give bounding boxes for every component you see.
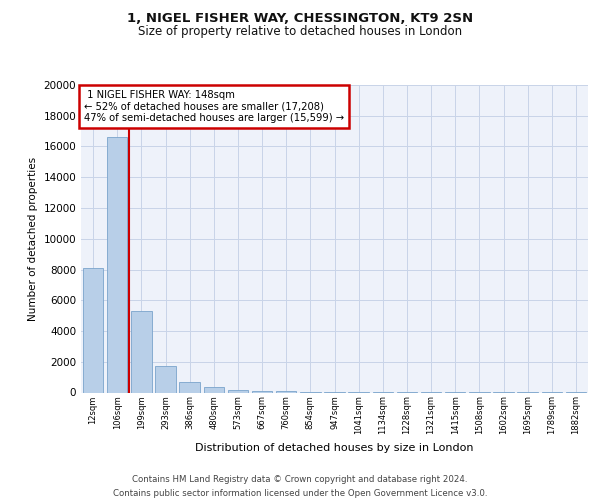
Text: 1, NIGEL FISHER WAY, CHESSINGTON, KT9 2SN: 1, NIGEL FISHER WAY, CHESSINGTON, KT9 2S… bbox=[127, 12, 473, 26]
Bar bbox=[131, 311, 152, 392]
Text: Contains HM Land Registry data © Crown copyright and database right 2024.
Contai: Contains HM Land Registry data © Crown c… bbox=[113, 476, 487, 498]
Bar bbox=[179, 382, 200, 392]
Bar bbox=[203, 387, 224, 392]
X-axis label: Distribution of detached houses by size in London: Distribution of detached houses by size … bbox=[195, 442, 474, 452]
Text: Size of property relative to detached houses in London: Size of property relative to detached ho… bbox=[138, 25, 462, 38]
Bar bbox=[83, 268, 103, 392]
Y-axis label: Number of detached properties: Number of detached properties bbox=[28, 156, 38, 321]
Bar bbox=[252, 390, 272, 392]
Bar bbox=[155, 366, 176, 392]
Bar bbox=[227, 390, 248, 392]
Text: 1 NIGEL FISHER WAY: 148sqm
← 52% of detached houses are smaller (17,208)
47% of : 1 NIGEL FISHER WAY: 148sqm ← 52% of deta… bbox=[83, 90, 344, 123]
Bar bbox=[107, 138, 127, 392]
